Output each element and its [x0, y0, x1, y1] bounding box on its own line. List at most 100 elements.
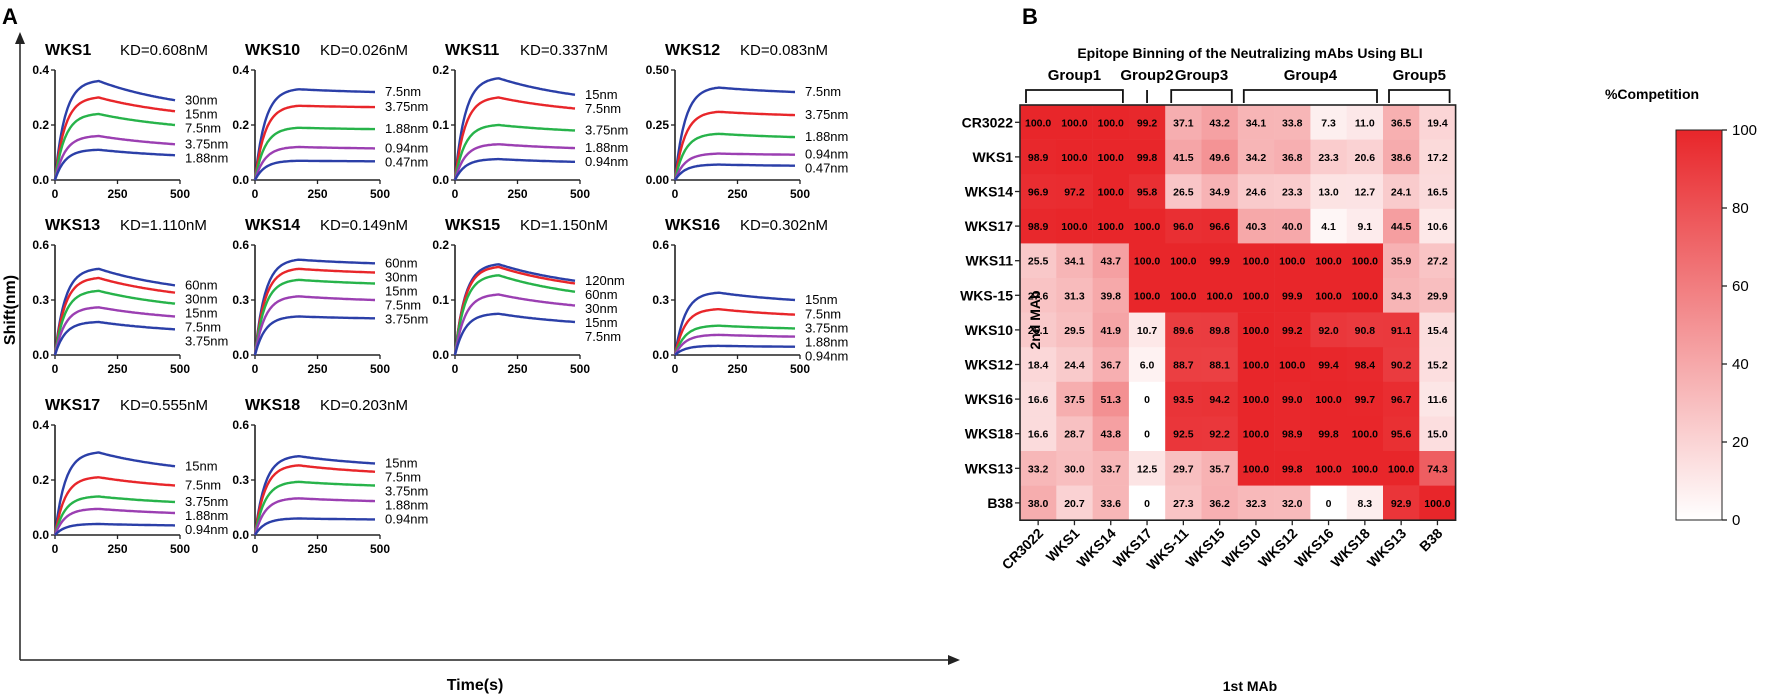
series-line-7.5nm: [673, 86, 795, 181]
heatmap-cell: [1165, 312, 1202, 348]
y-tick-label: 0.4: [32, 418, 49, 432]
cell-value: 100.0: [1025, 117, 1051, 129]
series-label: 7.5nm: [185, 120, 221, 135]
series-line-60nm: [53, 267, 176, 356]
heatmap-cell: [1165, 451, 1202, 486]
cell-value: 7.3: [1321, 117, 1336, 129]
series-label: 0.94nm: [385, 512, 428, 527]
heatmap-cell: [1237, 381, 1275, 417]
x-tick-label: 0: [252, 362, 259, 376]
series-line-15nm: [53, 451, 176, 536]
heatmap-cell: [1310, 451, 1347, 486]
x-tick-label: 250: [727, 187, 747, 201]
y-tick-label: 0.6: [232, 418, 249, 432]
y-tick-label: 0.0: [232, 528, 249, 542]
cell-value: 100.0: [1279, 360, 1305, 372]
heatmap-cell: [1092, 105, 1130, 140]
y-tick-label: 0.4: [232, 63, 249, 77]
series-line-3.75nm: [453, 123, 576, 181]
plot-kd: KD=0.302nM: [740, 217, 828, 234]
series-label: 1.88nm: [385, 498, 428, 513]
series-label: 3.75nm: [385, 484, 428, 499]
cell-value: 99.9: [1282, 290, 1303, 302]
heatmap-cell: [1128, 347, 1166, 383]
y-tick-label: 0.4: [32, 63, 49, 77]
cell-value: 100.0: [1098, 187, 1124, 199]
cell-value: 29.5: [1064, 325, 1085, 337]
x-tick-label: 0: [452, 187, 459, 201]
cell-value: 100.0: [1243, 290, 1269, 302]
cell-value: 20.7: [1064, 498, 1085, 510]
cell-value: 12.5: [1137, 463, 1158, 475]
heatmap-cell: [1020, 485, 1057, 521]
group-bracket: [1242, 89, 1378, 103]
row-label: WKS-15: [960, 287, 1013, 303]
heatmap-border: [1019, 104, 1457, 522]
heatmap-cell: [1020, 416, 1057, 452]
heatmap-cell: [1020, 381, 1057, 417]
series-line-3.75nm: [673, 110, 795, 181]
heatmap-cell: [1274, 416, 1311, 452]
row-label: CR3022: [962, 114, 1014, 130]
cell-value: 98.9: [1028, 221, 1049, 233]
series-line-3.75nm: [253, 104, 375, 181]
heatmap-cell: [1056, 416, 1093, 452]
x-tick-label: 0: [52, 542, 59, 556]
cell-value: 10.6: [1427, 221, 1448, 233]
heatmap-cell: [1165, 485, 1202, 521]
cell-value: 30.0: [1064, 463, 1085, 475]
colorbar-tick-label: 80: [1732, 200, 1749, 217]
group-bracket: [1025, 89, 1124, 103]
heatmap-cell: [1274, 208, 1311, 244]
plot-wks15: WKS15 KD=1.150nM 0.0 0.1 0.2 0 250 500 120nm60nm…: [432, 217, 624, 376]
cell-value: 15.4: [1427, 325, 1448, 337]
plot-kd: KD=0.337nM: [520, 42, 608, 59]
col-label: WKS16: [1291, 525, 1337, 571]
heatmap-cell: [1092, 451, 1130, 486]
heatmap-cell: [1201, 105, 1239, 140]
series-line-0.94nm: [253, 517, 375, 536]
series-line-3.75nm: [253, 480, 375, 536]
heatmap-cell: [1310, 312, 1347, 348]
plot-title: WKS17: [45, 397, 100, 414]
cell-value: 23.3: [1318, 152, 1339, 164]
heatmap-cell: [1310, 416, 1347, 452]
y-tick-label: 0.0: [32, 528, 49, 542]
group-label: Group1: [1048, 67, 1101, 84]
cell-value: 17.2: [1427, 152, 1448, 164]
cell-value: 100.0: [1424, 498, 1450, 510]
x-tick-label: 250: [507, 362, 527, 376]
group-bracket: [1170, 89, 1233, 103]
heatmap-cell: [1128, 208, 1166, 244]
series-line-15nm: [253, 454, 376, 536]
heatmap-cell: [1020, 451, 1057, 486]
heatmap-cell: [1056, 105, 1093, 140]
x-tick-label: 0: [52, 187, 59, 201]
heatmap-cell: [1310, 485, 1347, 521]
series-label: 3.75nm: [805, 107, 848, 122]
series-label: 60nm: [385, 255, 418, 270]
series-line-30nm: [53, 276, 176, 356]
series-line-1.88nm: [453, 143, 575, 181]
cell-value: 100.0: [1315, 394, 1341, 406]
heatmap-cell: [1419, 208, 1456, 244]
heatmap-cell: [1056, 485, 1093, 521]
series-line-60nm: [453, 265, 576, 356]
cell-value: 36.2: [1209, 498, 1230, 510]
series-line-3.75nm: [53, 495, 176, 536]
y-tick-label: 0.50: [646, 63, 670, 77]
heatmap-cell: [1310, 174, 1347, 210]
heatmap-cell: [1201, 208, 1239, 244]
series-line-15nm: [53, 289, 176, 356]
cell-value: 37.1: [1173, 117, 1194, 129]
series-label: 60nm: [185, 277, 218, 292]
heatmap-cell: [1274, 174, 1311, 210]
heatmap-cell: [1310, 381, 1347, 417]
y-tick-label: 0.2: [32, 473, 49, 487]
heatmap-cell: [1128, 105, 1166, 140]
series-label: 15nm: [585, 315, 618, 330]
series-label: 30nm: [385, 269, 418, 284]
series-line-0.94nm: [54, 522, 175, 536]
series-label: 7.5nm: [385, 84, 421, 99]
